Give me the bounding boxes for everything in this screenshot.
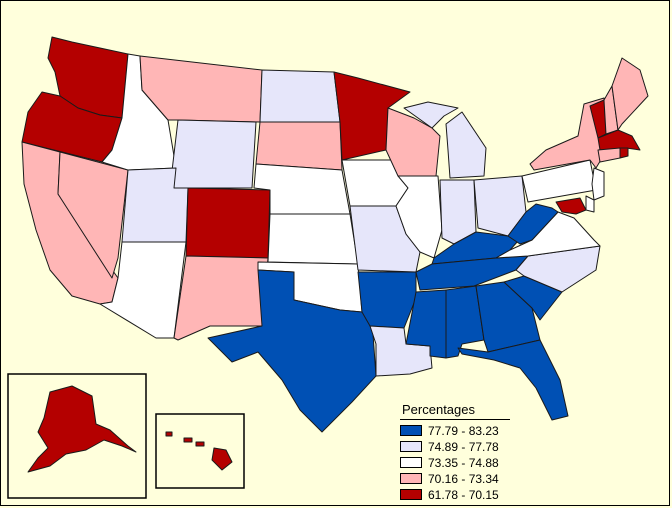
legend-label: 77.79 - 83.23	[428, 423, 499, 438]
legend-swatch	[400, 489, 422, 500]
legend-swatch	[400, 425, 422, 436]
legend-item: 77.79 - 83.23	[400, 423, 510, 438]
state-WI	[385, 107, 441, 177]
legend-label: 61.78 - 70.15	[428, 487, 499, 502]
legend-item: 74.89 - 77.78	[400, 439, 510, 454]
state-HI	[165, 431, 233, 471]
legend-swatch	[400, 473, 422, 484]
state-FL	[457, 339, 569, 421]
state-SD	[255, 121, 343, 171]
state-VA	[495, 211, 601, 259]
state-IL	[395, 175, 443, 259]
state-ME	[611, 57, 649, 131]
legend-label: 73.35 - 74.88	[428, 455, 499, 470]
state-CT	[597, 147, 621, 163]
state-AZ	[99, 241, 187, 339]
state-WY	[169, 119, 257, 189]
legend: Percentages 77.79 - 83.23 74.89 - 77.78 …	[400, 402, 510, 503]
legend-label: 74.89 - 77.78	[428, 439, 499, 454]
hawaii-inset-frame	[155, 413, 245, 489]
legend-item: 70.16 - 73.34	[400, 471, 510, 486]
legend-title: Percentages	[400, 402, 510, 420]
state-RI	[619, 147, 629, 159]
state-WV	[507, 203, 559, 245]
state-AK	[27, 385, 137, 473]
legend-swatch	[400, 441, 422, 452]
state-LA	[369, 325, 433, 377]
state-CO	[185, 187, 271, 259]
state-DE	[585, 195, 595, 213]
state-KS	[267, 213, 359, 265]
state-SC	[503, 275, 563, 321]
state-ND	[259, 69, 341, 123]
state-AR	[357, 271, 417, 329]
legend-item: 61.78 - 70.15	[400, 487, 510, 502]
state-NJ	[591, 167, 605, 201]
legend-label: 70.16 - 73.34	[428, 471, 499, 486]
state-MD	[555, 197, 587, 215]
state-MI	[403, 101, 487, 179]
state-TX	[207, 269, 377, 433]
legend-swatch	[400, 457, 422, 468]
legend-item: 73.35 - 74.88	[400, 455, 510, 470]
